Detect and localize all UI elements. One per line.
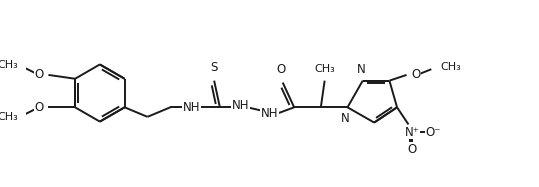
Text: O: O <box>34 68 44 81</box>
Text: NH: NH <box>261 108 278 120</box>
Text: NH: NH <box>183 101 200 114</box>
Text: O: O <box>34 101 44 114</box>
Text: CH₃: CH₃ <box>0 112 18 122</box>
Text: O: O <box>411 68 420 81</box>
Text: N: N <box>341 112 350 125</box>
Text: CH₃: CH₃ <box>0 60 18 70</box>
Text: O: O <box>276 63 286 76</box>
Text: S: S <box>210 61 218 74</box>
Text: CH₃: CH₃ <box>441 62 461 72</box>
Text: N⁺: N⁺ <box>405 126 420 139</box>
Text: CH₃: CH₃ <box>314 64 335 74</box>
Text: O⁻: O⁻ <box>425 126 441 139</box>
Text: NH: NH <box>232 99 250 112</box>
Text: N: N <box>356 63 365 76</box>
Text: O: O <box>407 143 417 156</box>
